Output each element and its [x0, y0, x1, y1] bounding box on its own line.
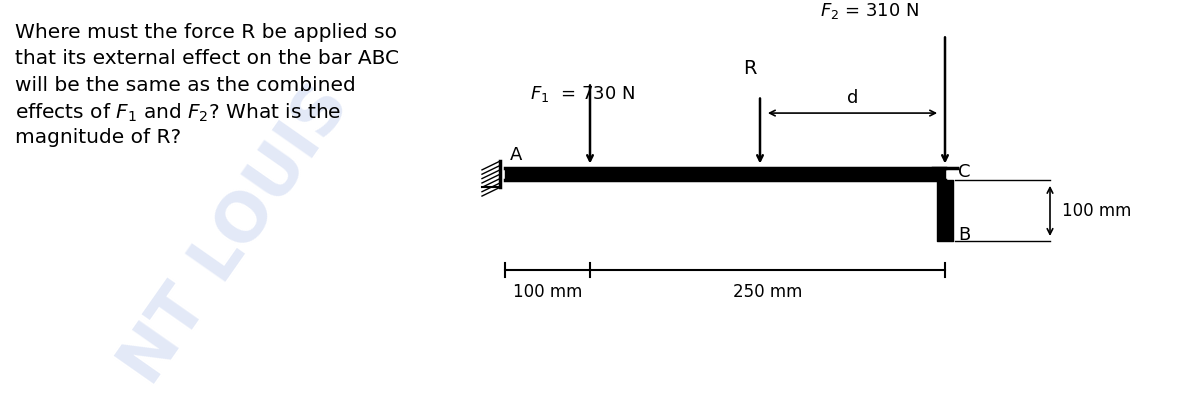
Text: B: B [958, 226, 971, 244]
Text: 100 mm: 100 mm [1062, 202, 1132, 220]
Text: 100 mm: 100 mm [512, 283, 582, 301]
Text: that its external effect on the bar ABC: that its external effect on the bar ABC [14, 49, 398, 68]
Text: $F_1$  = 730 N: $F_1$ = 730 N [530, 84, 635, 104]
Text: R: R [743, 59, 757, 78]
Text: A: A [510, 146, 522, 164]
Text: d: d [847, 89, 858, 107]
Text: Where must the force R be applied so: Where must the force R be applied so [14, 23, 397, 42]
Text: $F_2$ = 310 N: $F_2$ = 310 N [821, 1, 919, 21]
Text: 250 mm: 250 mm [733, 283, 802, 301]
Text: C: C [958, 163, 971, 180]
Text: will be the same as the combined: will be the same as the combined [14, 76, 355, 95]
Text: magnitude of R?: magnitude of R? [14, 128, 181, 147]
Text: effects of $F_1$ and $F_2$? What is the: effects of $F_1$ and $F_2$? What is the [14, 102, 341, 124]
Text: NT LOUIS: NT LOUIS [108, 74, 362, 397]
